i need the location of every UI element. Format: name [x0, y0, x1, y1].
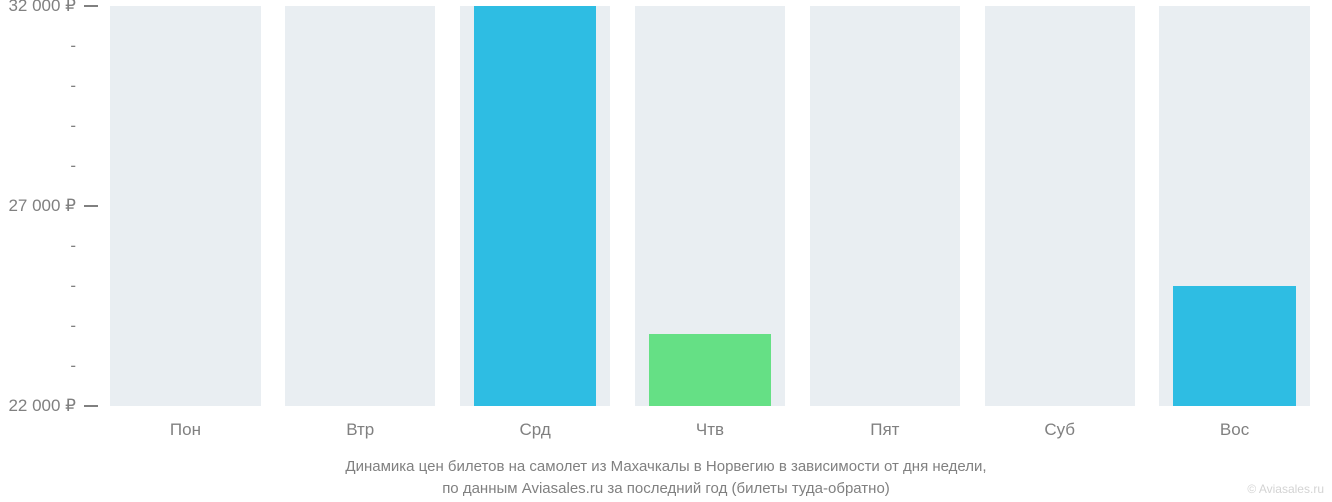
y-axis-label: 32 000 ₽ [0, 0, 76, 16]
bg-column [985, 6, 1135, 406]
bg-column [285, 6, 435, 406]
y-axis-minor-label: - [0, 116, 76, 136]
y-axis-minor-label: - [0, 76, 76, 96]
x-axis-label: Пят [797, 420, 972, 440]
x-axis-label: Вос [1147, 420, 1322, 440]
x-axis-label: Срд [448, 420, 623, 440]
x-axis-label: Суб [972, 420, 1147, 440]
y-axis-label: 27 000 ₽ [0, 196, 76, 216]
caption-line-2: по данным Aviasales.ru за последний год … [442, 480, 890, 497]
data-bar [474, 6, 596, 406]
x-axis-label: Втр [273, 420, 448, 440]
data-bar [649, 334, 771, 406]
y-axis-minor-label: - [0, 356, 76, 376]
data-bar [1173, 286, 1295, 406]
watermark: © Aviasales.ru [1247, 482, 1324, 496]
bg-column [810, 6, 960, 406]
y-axis-minor-label: - [0, 156, 76, 176]
y-axis-tick-major [84, 405, 98, 407]
y-axis-minor-label: - [0, 36, 76, 56]
y-axis-minor-label: - [0, 236, 76, 256]
y-axis-label: 22 000 ₽ [0, 396, 76, 416]
x-axis-label: Пон [98, 420, 273, 440]
y-axis-minor-label: - [0, 276, 76, 296]
x-axis-label: Чтв [623, 420, 798, 440]
y-axis-tick-major [84, 205, 98, 207]
bg-column [110, 6, 260, 406]
y-axis-minor-label: - [0, 316, 76, 336]
y-axis-tick-major [84, 5, 98, 7]
chart-caption: Динамика цен билетов на самолет из Махач… [0, 456, 1332, 500]
plot-area [98, 6, 1322, 406]
caption-line-1: Динамика цен билетов на самолет из Махач… [345, 458, 986, 475]
price-by-weekday-chart: 32 000 ₽27 000 ₽22 000 ₽-------- ПонВтрС… [0, 0, 1332, 502]
